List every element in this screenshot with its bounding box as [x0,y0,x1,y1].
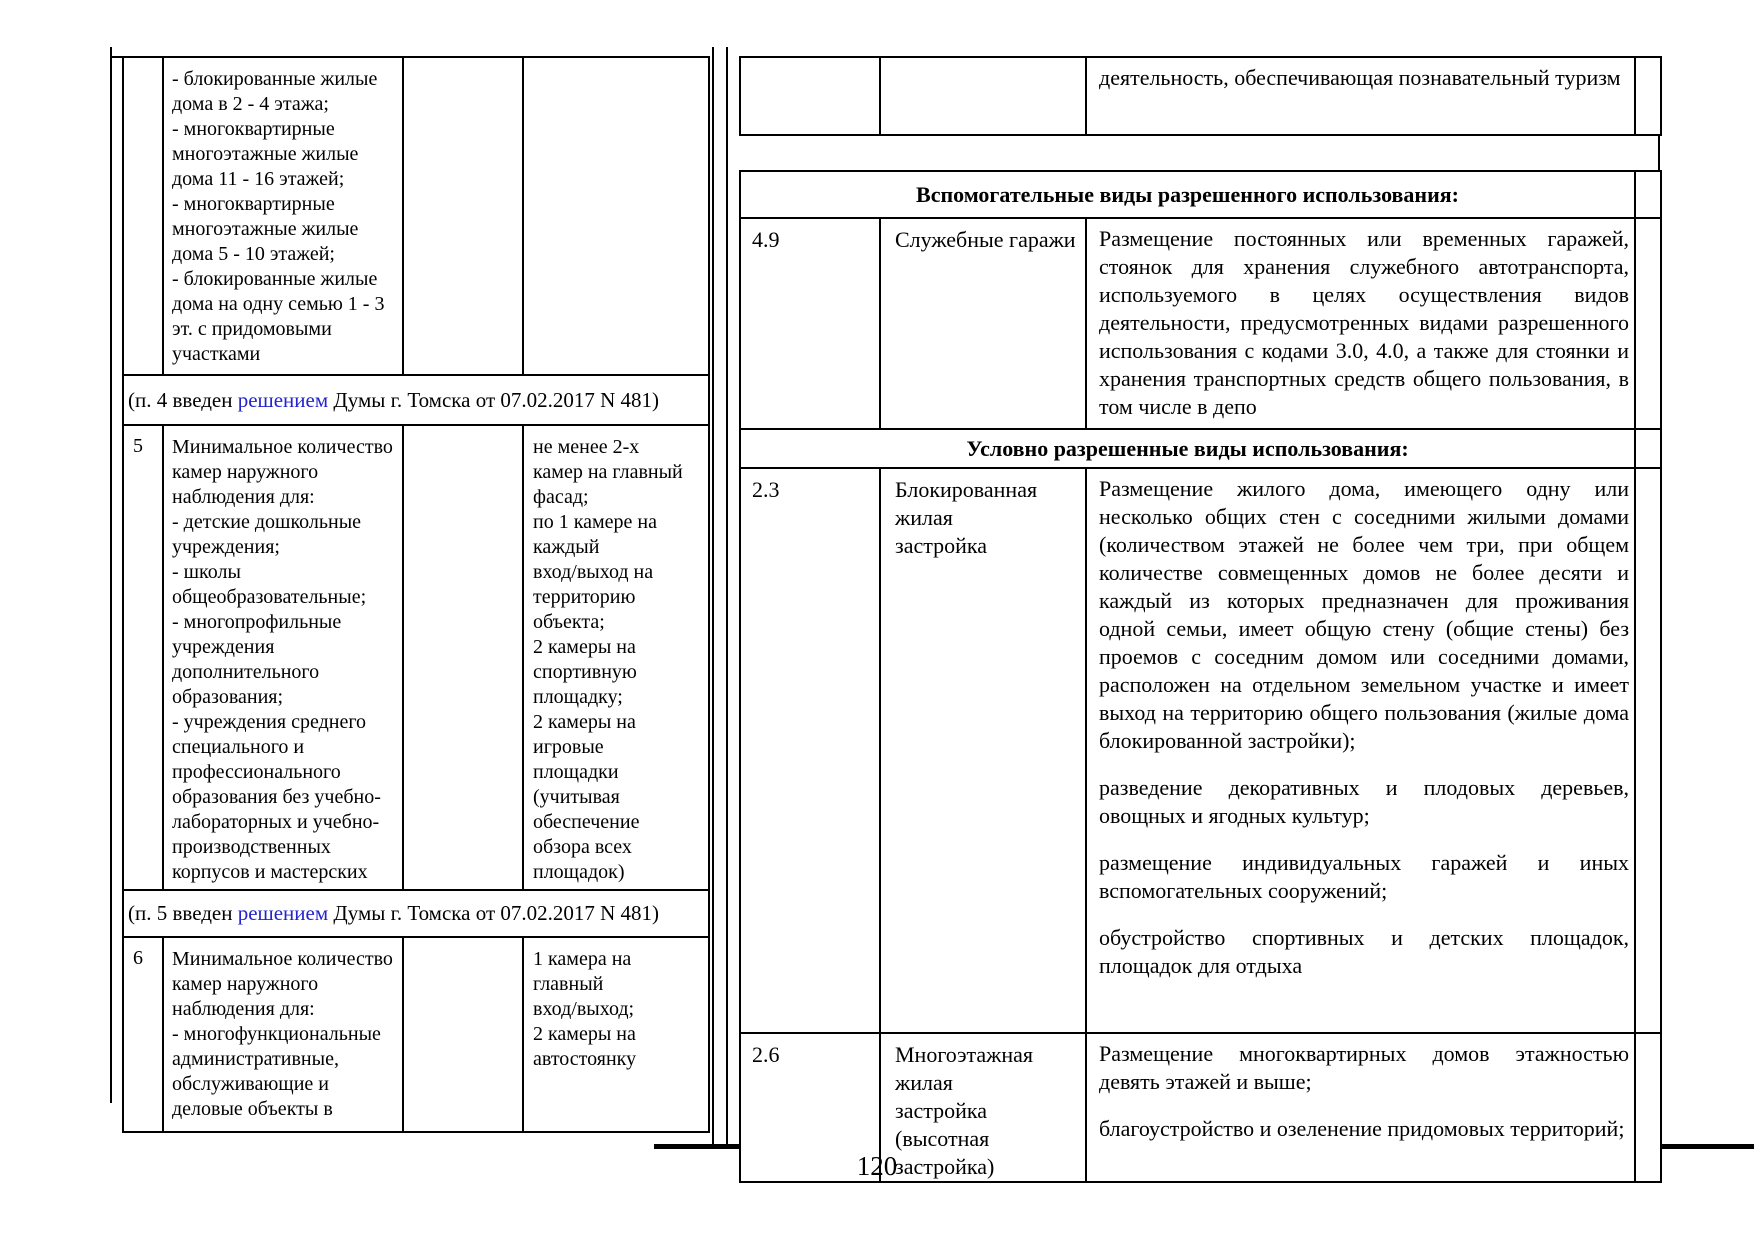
conditional-header-row: Условно разрешенные виды использования: [738,428,1663,469]
note-5-row: (п. 5 введен решением Думы г. Томска от … [122,889,710,938]
note-4-cell: (п. 4 введен решением Думы г. Томска от … [122,374,710,426]
conditional-header-strip-cell [1634,428,1663,469]
aux-header-strip-cell [1634,170,1663,219]
row-2-3-paragraph-2: разведение декоративных и плодовых дерев… [1099,775,1630,828]
right-cont-strip-cell [1634,56,1662,136]
right-cont-code-cell [739,56,881,136]
left-continuation-row: - блокированные жилые дома в 2 - 4 этажа… [122,56,710,376]
row-2-6-paragraph-2: благоустройство и озеленение придомовых … [1099,1116,1625,1141]
row-6: 6 Минимальное количество камер наружного… [122,936,710,1133]
row-2-3-description-cell: Размещение жилого дома, имеющего одну ил… [1084,467,1637,1034]
aux-uses-header: Вспомогательные виды разрешенного исполь… [738,170,1637,219]
row-5-number-cell: 5 [122,424,164,891]
page-number: 120 [856,1151,898,1181]
row-2-6-strip-cell [1634,1032,1663,1183]
column-separator-line-2 [726,47,728,1148]
left-cont-number-cell [122,56,164,376]
row-2-6: 2.6 Многоэтажная жилая застройка (высотн… [739,1032,1663,1183]
row-2-3-paragraph-3: размещение индивидуальных гаражей и иных… [1099,850,1630,903]
row-4-9: 4.9 Служебные гаражи Размещение постоянн… [739,217,1663,430]
row-4-9-description-text: Размещение постоянных или временных гара… [1099,226,1630,419]
row-4-9-code-cell: 4.9 [739,217,881,430]
left-cont-value-cell [522,56,710,376]
page-left-border-line [110,47,112,1103]
row-2-3-code-cell: 2.3 [739,467,881,1034]
row-2-3-paragraph-4: обустройство спортивных и детских площад… [1099,925,1630,978]
row-2-6-description-cell: Размещение многоквартирных домов этажнос… [1084,1032,1637,1183]
row-2-3-name-cell: Блокированная жилая застройка [879,467,1087,1034]
row-5-parameter-cell: Минимальное количество камер наружного н… [162,424,404,891]
row-2-3-paragraph-1: Размещение жилого дома, имеющего одну ил… [1099,476,1630,753]
row-2-3-strip-cell [1634,467,1663,1034]
row-5: 5 Минимальное количество камер наружного… [122,424,710,891]
right-cont-row: деятельность, обеспечивающая познаватель… [739,56,1662,136]
row-2-3: 2.3 Блокированная жилая застройка Размещ… [739,467,1663,1034]
conditional-uses-header: Условно разрешенные виды использования: [738,428,1637,469]
row-4-9-description-cell: Размещение постоянных или временных гара… [1084,217,1637,430]
row-2-6-code-cell: 2.6 [739,1032,881,1183]
note-5-prefix: (п. 5 введен [128,901,238,925]
column-separator-line-1 [712,47,714,1148]
note-4-prefix: (п. 4 введен [128,387,238,412]
row-5-empty-cell [402,424,524,891]
note-4-suffix: Думы г. Томска от 07.02.2017 N 481) [328,387,660,412]
right-cont-description-cell: деятельность, обеспечивающая познаватель… [1085,56,1636,136]
row-6-parameter-cell: Минимальное количество камер наружного н… [162,936,404,1133]
row-6-empty-cell [402,936,524,1133]
left-cont-parameter-cell: - блокированные жилые дома в 2 - 4 этажа… [162,56,404,376]
note-5-cell: (п. 5 введен решением Думы г. Томска от … [122,889,710,938]
row-4-9-name-cell: Служебные гаражи [879,217,1087,430]
row-6-number-cell: 6 [122,936,164,1133]
note-4-row: (п. 4 введен решением Думы г. Томска от … [122,374,710,426]
note-5-suffix: Думы г. Томска от 07.02.2017 N 481) [328,901,660,925]
top-border-connector-line [110,56,126,58]
row-2-6-paragraph-1: Размещение многоквартирных домов этажнос… [1099,1041,1630,1094]
left-cont-empty-cell [402,56,524,376]
left-parameters-table: - блокированные жилые дома в 2 - 4 этажа… [122,56,710,1133]
decision-link-5[interactable]: решением [237,901,329,925]
row-6-value-cell: 1 камера на главный вход/выход; 2 камеры… [522,936,710,1133]
right-cont-description-text: деятельность, обеспечивающая познаватель… [1099,65,1621,90]
right-cont-name-cell [879,56,1087,136]
decision-link-4[interactable]: решением [237,387,329,412]
right-uses-table-continuation: деятельность, обеспечивающая познаватель… [739,56,1662,136]
row-5-value-cell: не менее 2-х камер на главный фасад; по … [522,424,710,891]
row-2-6-name-cell: Многоэтажная жилая застройка (высотная з… [879,1032,1087,1183]
aux-header-row: Вспомогательные виды разрешенного исполь… [738,170,1663,219]
right-uses-table: Вспомогательные виды разрешенного исполь… [738,170,1663,1183]
row-4-9-strip-cell [1634,217,1663,430]
